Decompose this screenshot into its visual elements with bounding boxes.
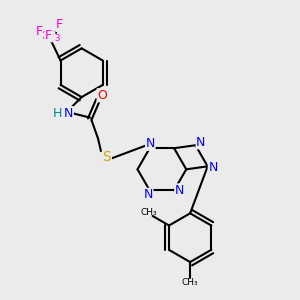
Text: 3: 3 — [54, 34, 59, 43]
Text: N: N — [143, 188, 153, 201]
Text: CF: CF — [41, 31, 55, 41]
Text: H: H — [53, 106, 62, 120]
Text: N: N — [175, 184, 184, 197]
Text: F: F — [35, 25, 42, 38]
Text: N: N — [208, 161, 218, 174]
Text: F: F — [45, 29, 52, 42]
Text: O: O — [97, 89, 107, 102]
Text: N: N — [146, 137, 155, 150]
Text: CH₃: CH₃ — [141, 208, 158, 217]
Text: N: N — [64, 106, 73, 120]
Text: F: F — [56, 18, 63, 32]
Text: S: S — [103, 150, 111, 164]
Text: CH₃: CH₃ — [182, 278, 198, 287]
Text: N: N — [196, 136, 206, 149]
